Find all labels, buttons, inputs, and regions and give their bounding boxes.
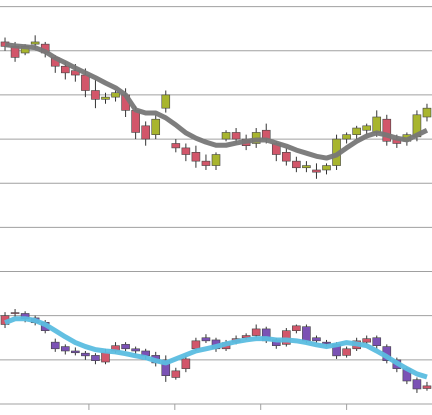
candle-body [422,385,432,389]
candle-body [322,341,331,345]
candle-body [342,134,351,140]
candle-body [422,107,432,118]
moving-average [4,316,428,380]
candle-body [50,341,60,350]
candle-body [91,355,100,361]
candle-body [61,65,70,74]
candle-body [362,338,371,343]
candle-body [191,340,201,350]
candle-body [131,348,140,352]
candle-body [151,118,161,135]
candle-body [312,169,321,173]
candle-body [302,165,311,169]
candle-body [221,132,231,140]
candle-body [171,370,181,378]
candle-body [141,125,150,140]
candle-body [352,127,361,135]
moving-average [4,42,429,161]
candle-body [10,312,20,314]
candle-body [161,359,171,377]
candle-body [61,346,70,352]
candle-body [322,165,331,171]
candle-body [382,118,392,142]
candle-body [201,160,211,166]
candle-body [282,152,291,162]
candle-body [111,92,120,98]
candle-body [372,337,382,346]
candle-body [81,74,90,91]
candle-body [101,352,110,363]
candle-body [231,132,241,140]
candle-body [201,337,211,342]
candle-body [412,379,422,390]
candle-body [71,350,80,354]
candle-body [372,116,382,133]
candle-body [342,348,351,356]
candle-body [181,358,191,369]
candle-body [91,90,100,100]
candle-body [292,325,301,331]
candle-body [131,110,140,133]
candle-body [181,147,191,155]
candle-body [251,328,261,336]
candle-body [161,94,171,109]
candle-body [171,143,181,149]
candle-body [30,41,40,45]
candle-body [191,152,201,162]
candle-body [211,154,221,166]
candle-body [101,96,110,100]
candle-body [362,125,371,131]
candle-body [81,352,90,357]
candle-body [312,337,321,342]
candle-body [292,160,301,169]
candle-body [121,344,130,350]
candle-body [302,326,311,342]
